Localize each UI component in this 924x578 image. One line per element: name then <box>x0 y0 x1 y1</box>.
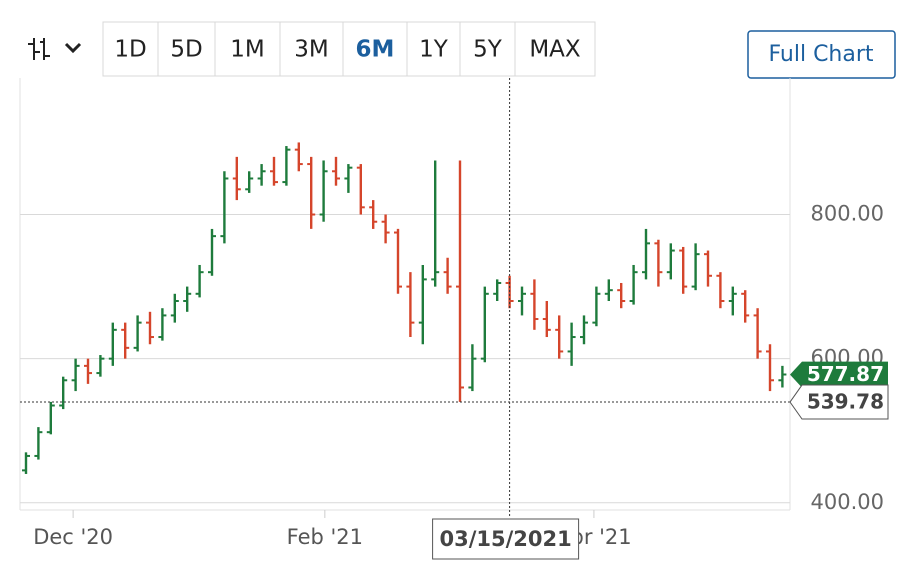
ohlc-bar <box>741 290 750 323</box>
ohlc-bar <box>220 171 229 244</box>
ohlc-bar <box>443 257 452 294</box>
range-button[interactable] <box>279 21 344 77</box>
ohlc-bar <box>592 286 601 327</box>
range-label: 1Y <box>419 37 449 63</box>
ohlc-bar <box>456 160 464 402</box>
ohlc-bar <box>418 264 427 345</box>
full-chart-button[interactable] <box>747 30 896 79</box>
ohlc-icon <box>28 38 50 60</box>
ohlc-bar <box>766 344 774 392</box>
ohlc-bar <box>208 228 216 276</box>
ohlc-bar <box>71 358 80 392</box>
ohlc-bar <box>666 243 675 280</box>
ohlc-bar <box>716 272 725 309</box>
range-button[interactable] <box>102 21 159 77</box>
ohlc-bar <box>96 355 105 377</box>
x-tick-label: Dec '20 <box>33 525 113 549</box>
ohlc-bar <box>232 156 241 201</box>
ohlc-bar <box>394 228 402 294</box>
ohlc-bar <box>480 286 489 363</box>
ohlc-bar <box>580 315 588 345</box>
ohlc-bar <box>381 214 390 244</box>
chart-type-toggle[interactable] <box>28 38 82 60</box>
range-button[interactable] <box>214 21 281 77</box>
ohlc-bar <box>170 293 179 323</box>
ohlc-bar <box>629 264 638 305</box>
y-tick-label: 800.00 <box>811 202 884 226</box>
ohlc-bar <box>369 200 378 229</box>
crosshair-value-box <box>789 384 889 420</box>
x-tick-label: Feb '21 <box>287 525 363 549</box>
ohlc-bar <box>679 246 688 294</box>
range-button[interactable] <box>157 21 216 77</box>
ohlc-bar <box>319 160 328 222</box>
ohlc-bar <box>294 142 303 172</box>
crosshair-date-label: 03/15/2021 <box>439 527 571 551</box>
ohlc-bar <box>542 301 551 338</box>
last-price-tag <box>790 361 888 388</box>
ohlc-bar <box>282 146 291 186</box>
ohlc-bar <box>257 164 266 186</box>
ohlc-bar <box>728 286 737 316</box>
ohlc-bar <box>332 156 340 186</box>
full-chart-label: Full Chart <box>768 42 873 67</box>
ohlc-bar <box>431 160 440 287</box>
ohlc-bar <box>691 243 700 291</box>
crosshair-value-label: 539.78 <box>807 390 884 414</box>
ohlc-bar <box>108 322 117 366</box>
ohlc-bar <box>493 279 502 301</box>
ohlc-bar <box>270 156 278 186</box>
ohlc-bar <box>245 171 254 193</box>
ohlc-bar <box>158 308 167 341</box>
ohlc-bar <box>46 401 55 435</box>
range-button[interactable] <box>406 21 461 77</box>
ohlc-bar <box>642 228 650 280</box>
ohlc-bar <box>307 156 316 229</box>
dropdown-chevron <box>64 42 82 54</box>
ohlc-bar <box>356 164 365 215</box>
range-label: 1D <box>114 37 146 63</box>
ohlc-bar <box>468 344 477 392</box>
ohlc-bar <box>183 286 192 312</box>
ohlc-bar <box>753 308 762 359</box>
range-label: 5Y <box>473 37 503 63</box>
ohlc-bar <box>34 427 43 460</box>
ohlc-bar <box>530 279 539 330</box>
range-button[interactable] <box>514 21 596 77</box>
ohlc-bar <box>344 164 353 193</box>
ohlc-bar <box>121 322 130 359</box>
ohlc-bar <box>604 279 613 301</box>
ohlc-bar <box>704 250 712 287</box>
crosshair-date-box <box>432 518 580 560</box>
ohlc-bar <box>146 311 154 345</box>
ohlc-bar <box>654 239 663 287</box>
range-label: 5D <box>170 37 202 63</box>
range-label: MAX <box>529 37 581 63</box>
ohlc-bar <box>22 452 30 474</box>
y-tick-label: 400.00 <box>811 490 884 514</box>
last-price-label: 577.87 <box>807 362 884 386</box>
range-label: 1M <box>230 37 264 63</box>
ohlc-bar <box>406 272 415 338</box>
ohlc-bar <box>133 315 142 352</box>
ohlc-bar <box>555 315 564 359</box>
range-label: 3M <box>294 37 328 63</box>
ohlc-bar <box>778 365 787 388</box>
ohlc-bar <box>617 282 626 309</box>
ohlc-bar <box>59 376 68 410</box>
ohlc-bar <box>518 286 526 316</box>
ohlc-bar <box>195 264 204 298</box>
ohlc-bar <box>567 322 576 366</box>
range-label: 6M <box>356 37 395 63</box>
ohlc-bar <box>84 358 92 384</box>
range-button[interactable] <box>342 21 408 77</box>
